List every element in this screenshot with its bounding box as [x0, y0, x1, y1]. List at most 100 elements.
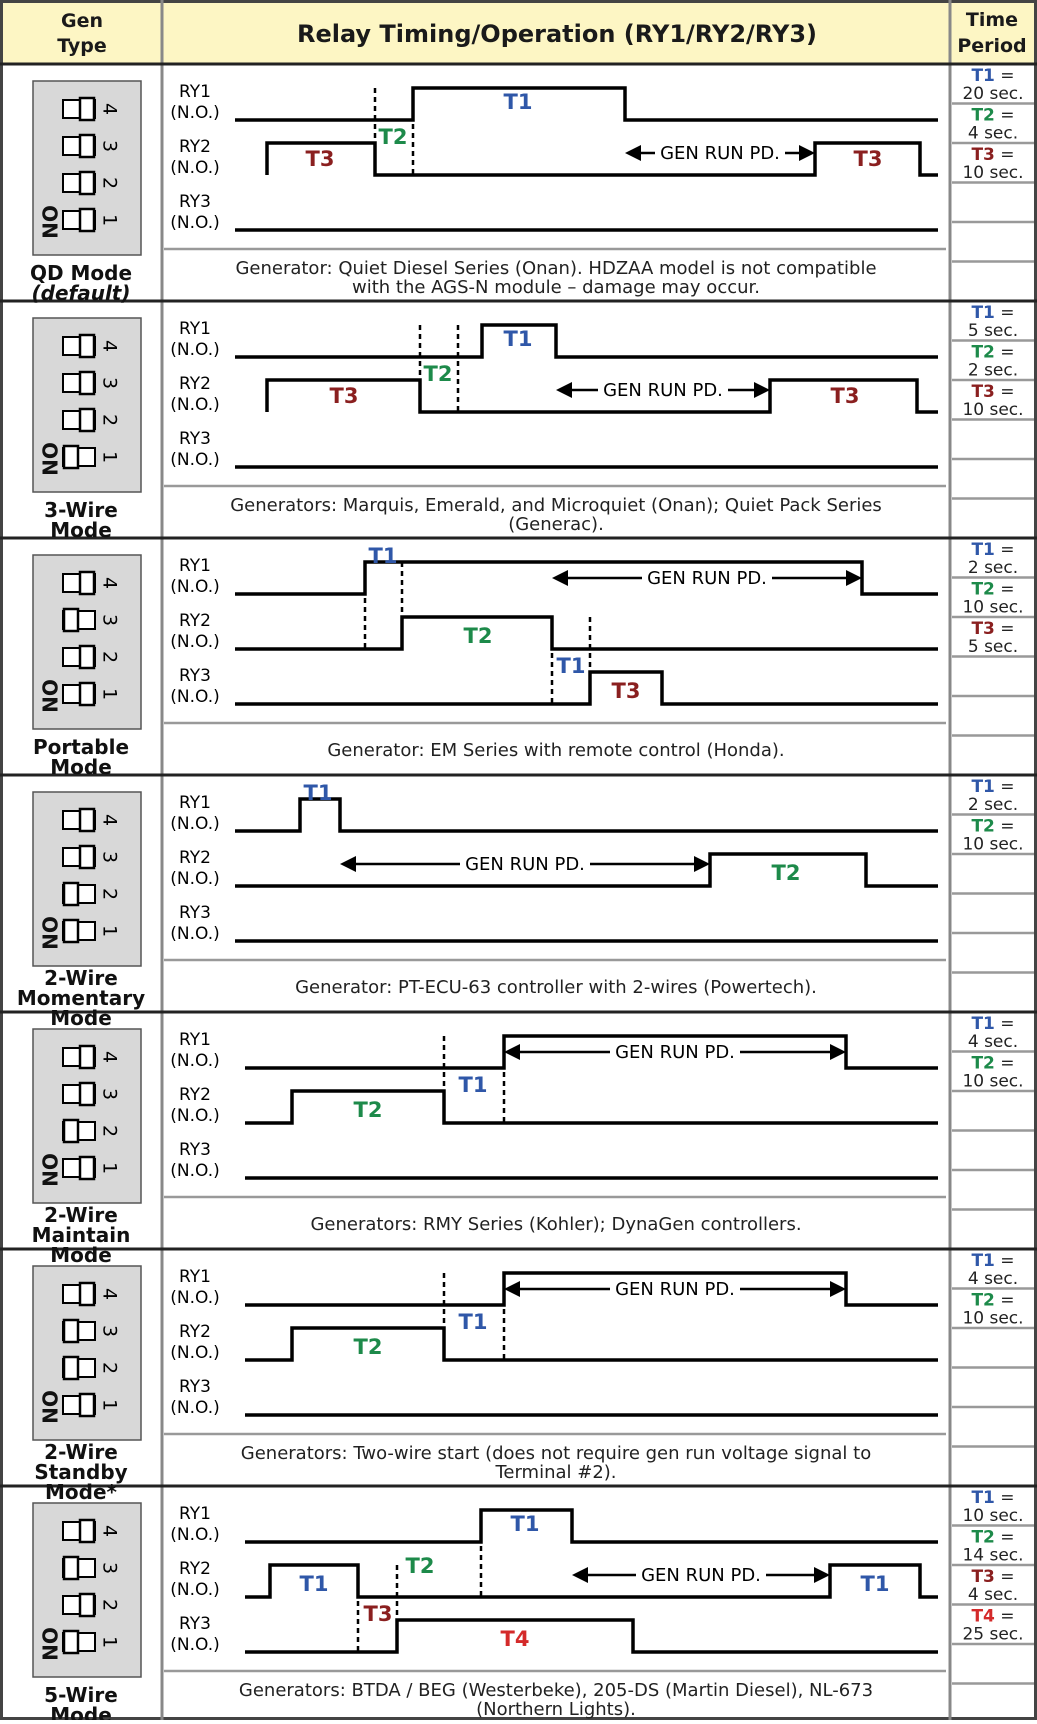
time-equals: = — [995, 619, 1015, 639]
arrow-left-icon — [572, 1567, 588, 1583]
timing-label-t1: T1 — [369, 544, 398, 568]
ry1-label: RY1 — [179, 1030, 211, 1050]
time-period-value: 10 sec. — [962, 163, 1023, 183]
dip-switch-knob — [78, 807, 96, 833]
time-key-t1: T1 — [971, 1251, 994, 1271]
dip-switch-number: 2 — [99, 1599, 121, 1611]
dip-switch-number: 1 — [99, 214, 121, 226]
time-period-value: 5 sec. — [968, 637, 1018, 657]
ry1-no-label: (N.O.) — [170, 577, 219, 597]
dip-switch-knob — [78, 1518, 96, 1544]
generator-caption: Generator: EM Series with remote control… — [327, 740, 784, 761]
on-label: ON — [38, 442, 62, 476]
mode-row-2wstby: 4321ON2-WireStandbyMode*RY1(N.O.)RY2(N.O… — [32, 1251, 1034, 1504]
timing-label-t2: T2 — [464, 624, 493, 648]
time-period-key: T2 = — [971, 343, 1014, 363]
time-period-value: 25 sec. — [962, 1625, 1023, 1645]
timing-label-t3: T3 — [364, 1602, 393, 1626]
gen-run-label-bg — [610, 1277, 740, 1301]
dip-switch-knob — [78, 644, 96, 670]
generator-caption-line2: (Generac). — [508, 514, 604, 535]
ry1-waveform — [235, 797, 938, 833]
time-period-value: 10 sec. — [962, 400, 1023, 420]
arrow-right-icon — [830, 1281, 846, 1297]
ry1-label: RY1 — [179, 1267, 211, 1287]
gen-run-label-bg — [610, 1040, 740, 1064]
timing-label-t3: T3 — [854, 147, 883, 171]
arrow-left-icon — [504, 1281, 520, 1297]
time-equals: = — [995, 777, 1015, 797]
ry1-waveform — [235, 86, 938, 122]
time-period-key: T1 = — [971, 1251, 1014, 1271]
arrow-right-icon — [694, 856, 710, 872]
time-equals: = — [995, 817, 1015, 837]
time-period-key: T3 = — [971, 619, 1014, 639]
time-period-value: 10 sec. — [962, 598, 1023, 618]
mode-row-portable: 4321ONPortableModeRY1(N.O.)RY2(N.O.)RY3(… — [32, 540, 1034, 779]
mode-name-line: (default) — [31, 281, 130, 305]
ry3-no-label: (N.O.) — [170, 924, 219, 944]
on-label: ON — [38, 1390, 62, 1424]
dip-switch-knob — [78, 407, 96, 433]
on-label: ON — [38, 916, 62, 950]
arrow-left-icon — [552, 570, 568, 586]
time-equals: = — [995, 145, 1015, 165]
time-period-value: 14 sec. — [962, 1546, 1023, 1566]
gen-type-header-line1: Gen — [61, 10, 103, 32]
time-equals: = — [995, 1488, 1015, 1508]
mode-name-line: Momentary — [17, 986, 145, 1010]
time-key-t2: T2 — [971, 580, 994, 600]
ry3-label: RY3 — [179, 1614, 211, 1634]
mode-name-line: Mode* — [45, 1480, 118, 1504]
dip-switch-knob — [78, 681, 96, 707]
dip-switch-number: 1 — [99, 1162, 121, 1174]
ry1-label: RY1 — [179, 319, 211, 339]
time-period-key: T2 = — [971, 1291, 1014, 1311]
ry3-label: RY3 — [179, 429, 211, 449]
generator-caption-line1: Generators: BTDA / BEG (Westerbeke), 205… — [239, 1680, 873, 1701]
time-period-key: T1 = — [971, 303, 1014, 323]
time-equals: = — [995, 1014, 1015, 1034]
time-period-key: T1 = — [971, 540, 1014, 560]
time-period-key: T3 = — [971, 1567, 1014, 1587]
ry2-label: RY2 — [179, 848, 211, 868]
dip-switch-knob — [78, 1155, 96, 1181]
dip-switch-number: 2 — [99, 1125, 121, 1137]
time-header-line1: Time — [966, 9, 1018, 31]
timing-label-t2: T2 — [354, 1098, 383, 1122]
dip-switch-number: 4 — [99, 814, 121, 826]
ry1-waveform — [245, 1508, 938, 1544]
time-period-key: T1 = — [971, 777, 1014, 797]
ry3-no-label: (N.O.) — [170, 213, 219, 233]
ry2-label: RY2 — [179, 374, 211, 394]
on-label: ON — [38, 679, 62, 713]
time-equals: = — [995, 1291, 1015, 1311]
dip-switch-block: 4 3 2 1 ON — [32, 1265, 142, 1441]
dip-switch-knob — [62, 918, 80, 944]
ry1-waveform — [245, 1034, 938, 1070]
mode-name-line: QD Mode — [30, 261, 132, 285]
ry2-no-label: (N.O.) — [170, 395, 219, 415]
gen-run-arrow: GEN RUN PD. — [504, 1277, 846, 1301]
mode-name-line: 2-Wire — [44, 1440, 118, 1464]
dip-switch-knob — [62, 1355, 80, 1381]
ry3-no-label: (N.O.) — [170, 450, 219, 470]
relay-timing-header: Relay Timing/Operation (RY1/RY2/RY3) — [297, 20, 817, 48]
dip-switch-knob — [78, 370, 96, 396]
on-label: ON — [38, 205, 62, 239]
time-period-value: 10 sec. — [962, 835, 1023, 855]
gen-run-arrow: GEN RUN PD. — [504, 1040, 846, 1064]
time-key-t1: T1 — [971, 1014, 994, 1034]
dip-switch-number: 4 — [99, 340, 121, 352]
dip-switch-knob — [78, 207, 96, 233]
mode-name-line: Mode — [50, 1243, 112, 1267]
time-period-key: T2 = — [971, 817, 1014, 837]
gen-run-label: GEN RUN PD. — [603, 380, 723, 401]
ry1-label: RY1 — [179, 793, 211, 813]
ry2-waveform — [265, 141, 938, 177]
ry3-no-label: (N.O.) — [170, 1635, 219, 1655]
timing-label-t1: T1 — [300, 1572, 329, 1596]
ry2-no-label: (N.O.) — [170, 632, 219, 652]
